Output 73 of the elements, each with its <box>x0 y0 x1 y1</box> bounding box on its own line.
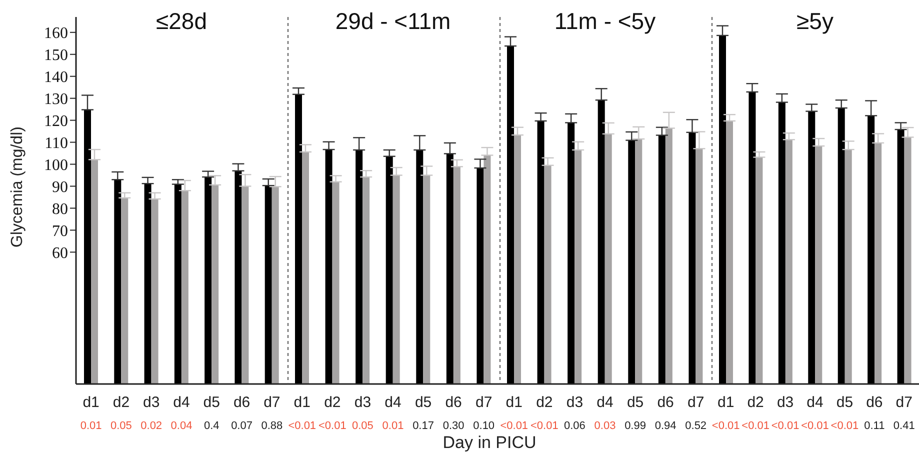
text: 0.52 <box>685 420 707 432</box>
text: 0.06 <box>564 420 586 432</box>
text: 0.30 <box>442 420 464 432</box>
y-tick-label: 110 <box>44 134 68 152</box>
text: <0.01 <box>830 420 859 432</box>
y-tick-label: 90 <box>52 178 68 196</box>
x-tick-label: d2 <box>536 394 553 411</box>
x-tick-label: d6 <box>657 394 674 411</box>
x-tick-label: d3 <box>354 394 372 411</box>
y-tick-label: 150 <box>44 47 68 64</box>
chart-title: 29d - <11m <box>334 8 452 35</box>
x-tick-label: d5 <box>626 394 644 411</box>
chart-title: 11m - <5y <box>553 8 657 35</box>
text: <0.01 <box>771 420 800 432</box>
text: 0.11 <box>864 420 885 432</box>
text: <0.01 <box>500 420 528 432</box>
y-tick-label: 60 <box>52 244 68 262</box>
text: 0.17 <box>412 420 434 432</box>
x-tick-label: d5 <box>836 394 854 411</box>
x-tick-label: d4 <box>806 394 824 411</box>
x-tick-label: d2 <box>747 394 764 411</box>
text: 0.88 <box>261 420 283 432</box>
x-tick-label: d6 <box>866 394 883 411</box>
y-tick-label: 80 <box>52 200 68 218</box>
x-axis-title: Day in PICU <box>442 433 538 453</box>
text: <0.01 <box>742 420 770 432</box>
x-tick-label: d1 <box>294 394 310 411</box>
x-tick-label: d7 <box>688 394 704 411</box>
text: 0.4 <box>204 420 220 432</box>
text: 0.94 <box>654 420 676 432</box>
x-tick-label: d7 <box>476 394 492 411</box>
x-tick-label: d5 <box>414 394 432 411</box>
x-tick-label: d1 <box>718 394 734 411</box>
text: <0.01 <box>530 420 558 432</box>
text: 0.05 <box>110 420 132 432</box>
x-tick-label: d3 <box>143 394 160 411</box>
text: 0.05 <box>352 420 374 432</box>
text: <0.01 <box>318 420 346 432</box>
x-tick-label: d5 <box>203 394 220 411</box>
text: <0.01 <box>801 420 829 432</box>
text: 0.04 <box>170 420 192 432</box>
y-tick-label: 100 <box>44 156 68 174</box>
x-tick-label: d2 <box>112 394 130 411</box>
x-tick-label: d6 <box>445 394 462 411</box>
x-tick-label: d2 <box>324 394 341 411</box>
chart-title: ≥5y <box>796 8 834 35</box>
y-tick-label: 130 <box>44 90 68 108</box>
y-tick-label: 140 <box>44 69 68 86</box>
x-tick-label: d4 <box>596 394 614 411</box>
y-tick-label: 120 <box>44 112 68 130</box>
text: <0.01 <box>712 420 740 432</box>
text: 0.41 <box>893 420 915 432</box>
text: 0.03 <box>594 420 616 432</box>
x-tick-label: d4 <box>384 394 402 411</box>
text: 0.01 <box>80 420 102 432</box>
text: 0.01 <box>382 420 404 432</box>
x-tick-label: d7 <box>896 394 912 411</box>
x-tick-label: d3 <box>566 394 584 411</box>
x-tick-label: d6 <box>233 394 250 411</box>
text: 0.10 <box>473 420 495 432</box>
chart-title: ≤28d <box>155 8 208 35</box>
y-tick-label: 70 <box>52 222 68 240</box>
x-tick-label: d1 <box>82 394 100 411</box>
x-tick-label: d7 <box>264 394 280 411</box>
text: 0.02 <box>140 420 162 432</box>
y-tick-label: 160 <box>44 25 68 42</box>
x-tick-label: d1 <box>506 394 522 411</box>
x-tick-label: d3 <box>776 394 794 411</box>
x-tick-label: d4 <box>173 394 190 411</box>
text: 0.99 <box>624 420 646 432</box>
y-axis-title: Glycemia (mg/dl) <box>9 126 27 248</box>
text: <0.01 <box>288 420 316 432</box>
text: 0.07 <box>231 420 252 432</box>
